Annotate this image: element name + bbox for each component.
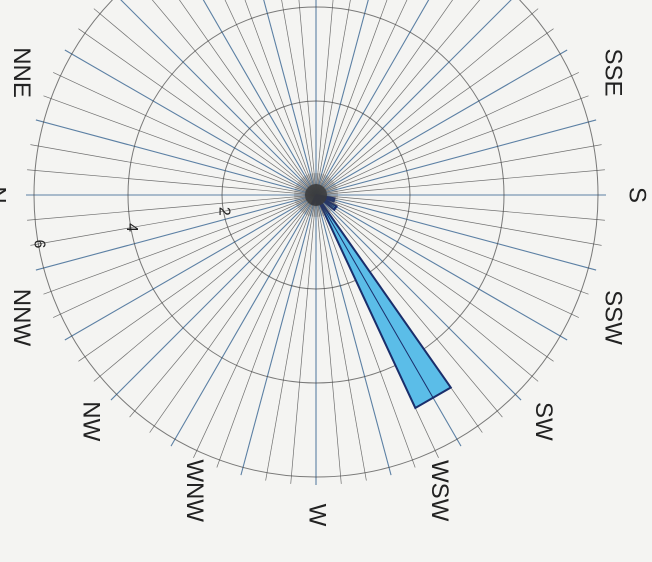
spoke-line	[315, 0, 369, 196]
spoke-line	[244, 0, 317, 196]
spoke-line	[315, 0, 430, 196]
spoke-line	[265, 194, 317, 481]
ring-label: 6	[30, 240, 47, 249]
direction-labels: N NNE SSE S SSW SW WSW W WNW NW NNW	[0, 47, 651, 526]
spoke-line	[64, 194, 317, 341]
spoke-line	[315, 144, 602, 196]
spoke-line	[43, 95, 317, 196]
spoke-line	[170, 194, 317, 447]
spoke-line	[315, 194, 392, 476]
spoke-line	[120, 0, 317, 196]
spoke-line	[93, 194, 317, 382]
hub-dot	[305, 184, 327, 206]
spoke-line	[149, 194, 317, 433]
spoke-line	[315, 194, 568, 341]
spoke-line	[78, 28, 317, 196]
radial-spokes	[26, 0, 606, 485]
spoke-line	[298, 0, 317, 196]
spoke-line	[315, 194, 554, 362]
spoke-line	[315, 194, 342, 484]
ring-label: 4	[123, 223, 140, 232]
spoke-line	[263, 0, 317, 196]
range-rings	[33, 0, 599, 478]
spoke-line	[315, 194, 602, 246]
spoke-line	[53, 72, 317, 196]
spoke-line	[315, 0, 334, 196]
spoke-line	[30, 194, 317, 246]
spoke-line	[281, 0, 317, 196]
spoke-line	[27, 169, 317, 196]
spoke-line	[216, 194, 317, 468]
range-ring	[221, 100, 411, 290]
spoke-line	[129, 194, 317, 418]
spoke-line	[315, 194, 503, 418]
range-ring	[127, 6, 505, 384]
direction-label-n: N	[0, 186, 11, 203]
spoke-line	[315, 194, 539, 382]
spoke-line	[315, 28, 554, 196]
spoke-line	[315, 0, 512, 196]
direction-label-nw: NW	[77, 401, 104, 441]
direction-label-ssw: SSW	[599, 290, 626, 345]
spoke-line	[53, 194, 317, 318]
spoke-line	[224, 0, 317, 196]
frequency-bars	[310, 194, 453, 410]
spoke-line	[35, 119, 317, 196]
spoke-line	[315, 0, 481, 196]
range-ring	[33, 0, 599, 478]
hub-shadow	[294, 173, 338, 217]
spoke-line	[290, 194, 317, 484]
direction-label-nnw: NNW	[8, 289, 35, 347]
spoke-line	[64, 49, 317, 196]
direction-label-w: W	[304, 504, 331, 527]
spoke-line	[110, 194, 317, 401]
wind-bar-centerline	[315, 194, 434, 399]
spoke-line	[193, 194, 317, 458]
spoke-line	[27, 194, 317, 221]
spoke-line	[179, 0, 317, 196]
spoke-line	[315, 194, 589, 295]
spoke-line	[315, 0, 351, 196]
spoke-line	[315, 194, 522, 401]
spoke-line	[315, 0, 388, 196]
ring-labels: 2 4 6	[30, 207, 232, 249]
direction-label-sw: SW	[530, 402, 557, 441]
spoke-line	[315, 0, 453, 196]
spoke-line	[78, 194, 317, 362]
direction-label-sse: SSE	[599, 49, 626, 97]
spoke-line	[315, 194, 579, 318]
spoke-line	[30, 144, 317, 196]
spoke-line	[151, 0, 317, 196]
direction-label-wnw: WNW	[181, 459, 208, 522]
spoke-line	[315, 169, 605, 196]
wind-bar	[315, 194, 453, 410]
spoke-line	[202, 0, 317, 196]
direction-label-s: S	[624, 187, 651, 203]
spoke-line	[240, 194, 317, 476]
direction-label-nne: NNE	[8, 47, 35, 98]
spoke-line	[315, 194, 597, 271]
spoke-line	[315, 194, 605, 221]
spoke-line	[315, 119, 597, 196]
spoke-line	[315, 72, 579, 196]
direction-label-wsw: WSW	[426, 460, 453, 522]
spoke-line	[35, 194, 317, 271]
spoke-line	[43, 194, 317, 295]
spoke-line	[93, 8, 317, 196]
spoke-line	[315, 8, 539, 196]
spoke-line	[315, 49, 568, 196]
spoke-line	[315, 0, 408, 196]
spoke-line	[315, 194, 416, 468]
spoke-line	[315, 95, 589, 196]
spoke-line	[315, 194, 367, 481]
center-hub	[294, 173, 338, 217]
ring-label: 2	[215, 207, 232, 216]
